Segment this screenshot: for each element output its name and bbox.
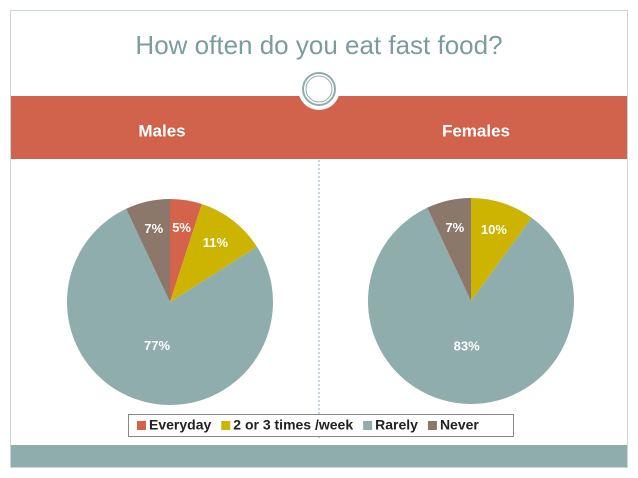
legend-swatch: [137, 421, 146, 430]
data-label: 5%: [172, 220, 191, 235]
ornament-outer: [298, 68, 340, 110]
legend-label: Everyday: [149, 417, 211, 433]
pie-slice: [367, 207, 574, 404]
legend-swatch: [221, 421, 231, 430]
ornament-ring: [302, 72, 336, 106]
pie-slice: [126, 199, 170, 302]
pie-slice: [170, 204, 257, 302]
data-label: 7%: [445, 220, 464, 235]
data-label: 11%: [203, 235, 229, 250]
chart-title: Females: [442, 121, 510, 140]
chart-title: Males: [138, 121, 185, 140]
legend-label: 2 or 3 times /week: [233, 417, 353, 433]
data-label: 10%: [481, 222, 507, 237]
footer-band: [11, 445, 627, 467]
legend-swatch: [363, 421, 373, 430]
data-label: 7%: [144, 221, 163, 236]
legend-label: Never: [440, 417, 479, 433]
legend-label: Rarely: [375, 417, 418, 433]
slide-title: How often do you eat fast food?: [135, 30, 502, 60]
pie-slice: [170, 199, 202, 302]
data-label: 77%: [144, 338, 170, 353]
legend-swatch: [427, 421, 437, 430]
pie-slice: [66, 208, 273, 405]
pie-slice: [471, 198, 532, 301]
legend-box: [128, 414, 514, 437]
pie-slice: [427, 198, 471, 301]
data-label: 83%: [454, 339, 480, 354]
frame: [10, 10, 628, 468]
ornament-inner: [305, 75, 333, 103]
